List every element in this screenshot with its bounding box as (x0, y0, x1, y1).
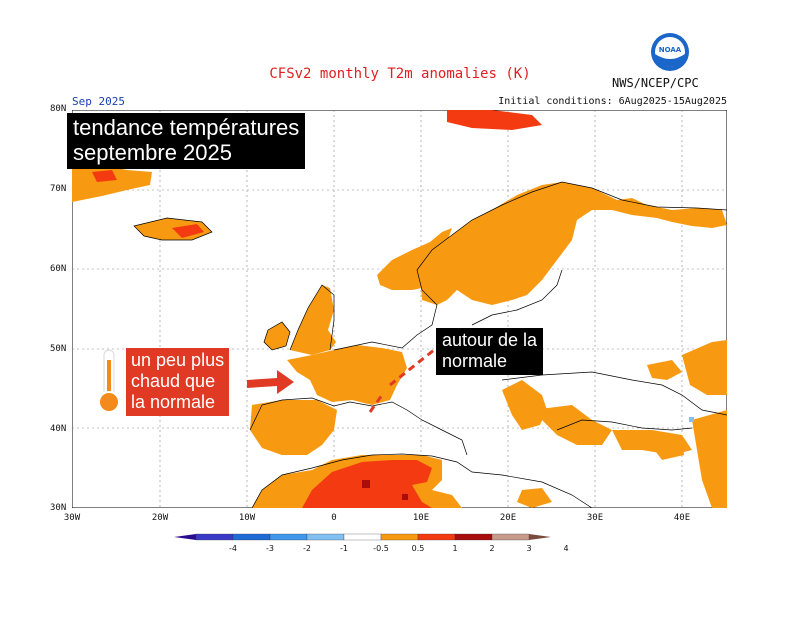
legend-tick-label: -1 (340, 544, 348, 553)
svg-text:NOAA: NOAA (659, 46, 682, 54)
legend-tick-label: -4 (229, 544, 237, 553)
forecast-month: Sep 2025 (72, 95, 125, 108)
warm-callout-line-1: un peu plus (131, 350, 225, 370)
lon-label-0: 0 (331, 513, 337, 523)
legend-swatch (269, 533, 308, 541)
legend-arrow-low (174, 534, 196, 540)
lon-label-30e: 30E (586, 513, 604, 523)
lon-label-20w: 20W (151, 513, 169, 523)
legend-tick-label: 0.5 (412, 544, 425, 553)
legend-arrow-high (529, 534, 551, 540)
normal-callout-line-1: autour de la (442, 330, 538, 350)
noaa-logo-icon: NOAA (651, 33, 689, 71)
legend-tick-label: 3 (526, 544, 531, 553)
headline-line-2: septembre 2025 (73, 140, 232, 165)
legend-swatch (232, 533, 271, 541)
legend-tick-label: 2 (489, 544, 494, 553)
legend-swatch (454, 533, 493, 541)
anomaly-map (72, 110, 727, 508)
headline-box: tendance températures septembre 2025 (67, 113, 306, 169)
legend-tick-label: 4 (563, 544, 568, 553)
warm-callout-line-3: la normale (131, 392, 216, 412)
warm-callout: un peu plus chaud que la normale (126, 348, 230, 416)
legend-tick-label: -0.5 (373, 544, 389, 553)
lon-label-20e: 20E (499, 513, 517, 523)
lon-label-10e: 10E (412, 513, 430, 523)
lat-label-40n: 40N (50, 424, 67, 434)
lon-label-10w: 10W (238, 513, 256, 523)
lat-label-50n: 50N (50, 344, 67, 354)
legend-tick-label: -3 (266, 544, 274, 553)
warm-callout-line-2: chaud que (131, 371, 216, 391)
lat-label-80n: 80N (50, 104, 67, 114)
color-legend: -4 -3 -2 -1 -0.5 0.5 1 2 3 4 (174, 533, 569, 553)
legend-swatch (417, 533, 456, 541)
lat-label-60n: 60N (50, 264, 67, 274)
lat-label-30n: 30N (50, 503, 67, 513)
lon-label-40e: 40E (673, 513, 691, 523)
legend-swatch (491, 533, 530, 541)
lat-label-70n: 70N (50, 184, 67, 194)
thermometer-icon (98, 349, 120, 413)
legend-swatch (306, 533, 345, 541)
chart-title: CFSv2 monthly T2m anomalies (K) (269, 66, 531, 82)
legend-swatch (343, 533, 382, 541)
legend-swatch (195, 533, 234, 541)
legend-tick-label: 1 (452, 544, 457, 553)
initial-conditions: Initial conditions: 6Aug2025-15Aug2025 (498, 96, 727, 107)
lon-label-30w: 30W (63, 513, 81, 523)
headline-line-1: tendance températures (73, 115, 300, 140)
normal-callout-line-2: normale (442, 351, 508, 371)
legend-swatch (380, 533, 419, 541)
legend-tick-label: -2 (303, 544, 311, 553)
normal-callout: autour de la normale (436, 328, 544, 375)
agency-label: NWS/NCEP/CPC (612, 76, 699, 90)
